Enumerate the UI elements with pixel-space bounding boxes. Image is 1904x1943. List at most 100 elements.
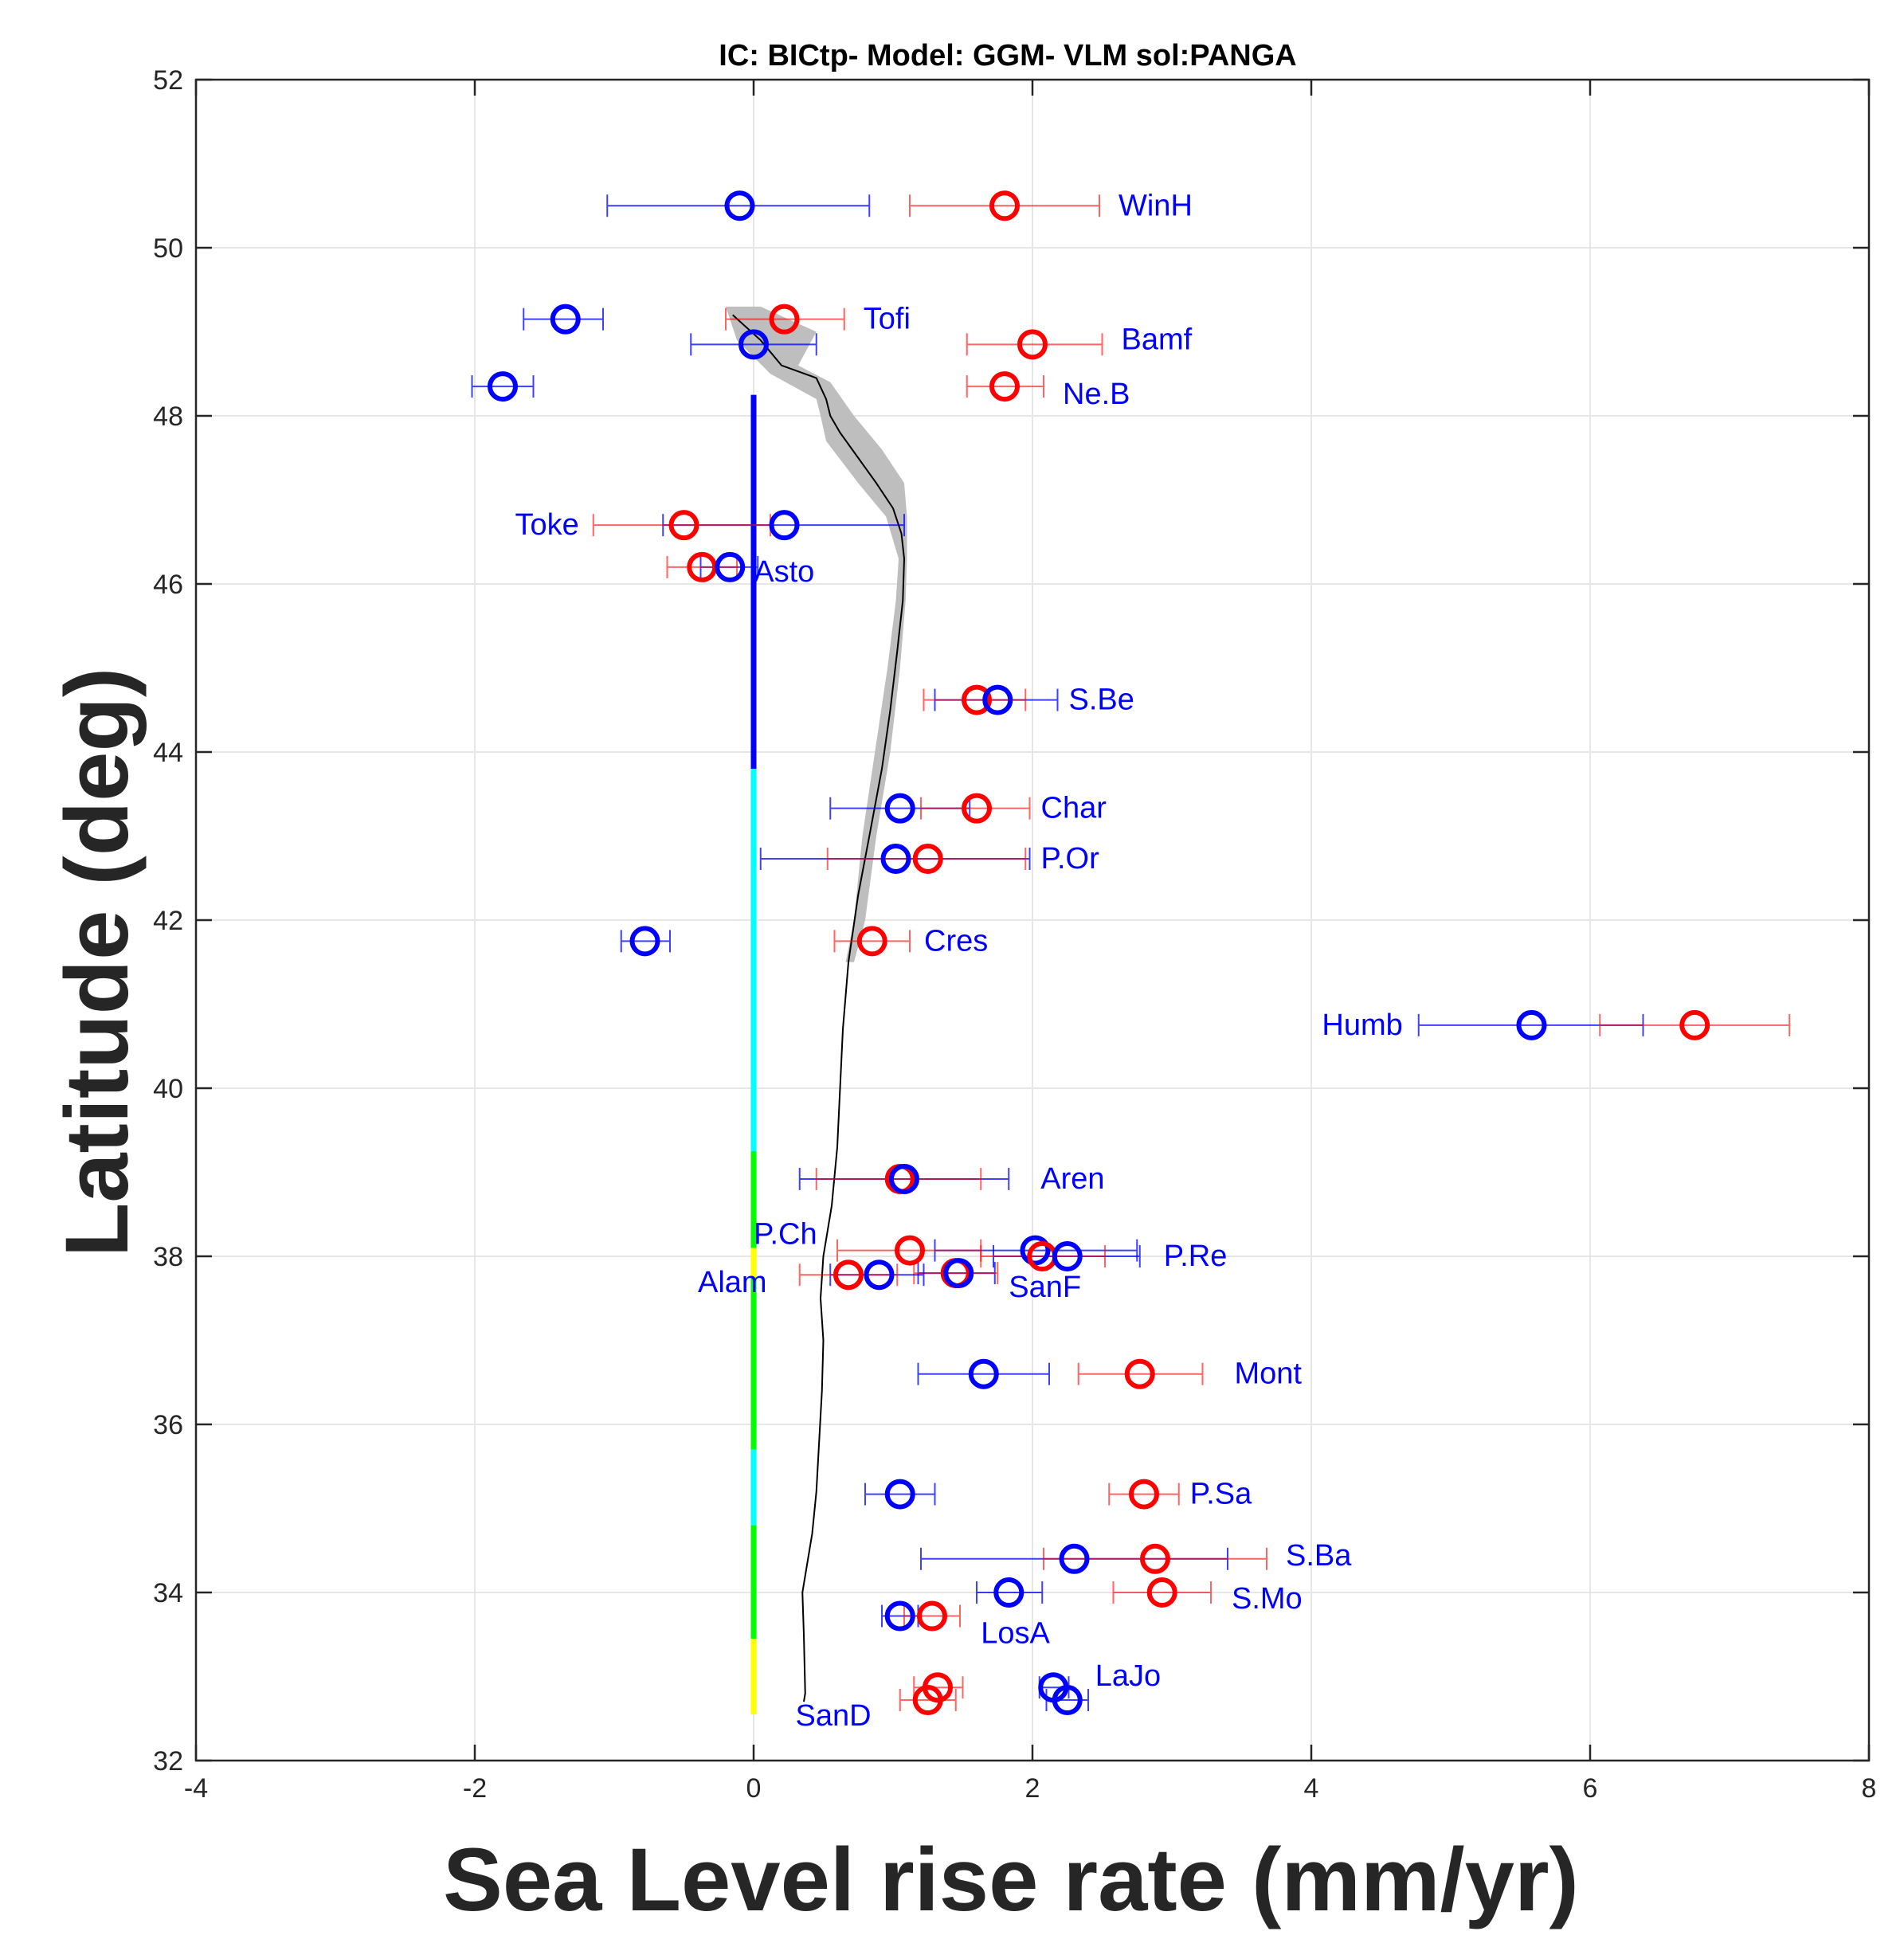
model-uncertainty-band: [726, 306, 907, 962]
station-pre-red-error-bar: [980, 1245, 1106, 1267]
station-smo-blue-marker: [993, 1577, 1024, 1608]
station-alam-red-error-bar: [798, 1263, 899, 1287]
station-winh-blue-error-bar: [606, 194, 871, 217]
station-losa-red-marker: [917, 1600, 947, 1632]
axes: [194, 78, 1871, 1762]
station-humb-red-error-bar: [1599, 1013, 1791, 1036]
station-sba-red-error-bar: [1043, 1547, 1267, 1570]
station-alam-blue-marker: [864, 1259, 895, 1291]
station-label-smo: S.Mo: [1232, 1582, 1303, 1616]
station-asto-red-error-bar: [666, 555, 738, 578]
station-cres-red-marker: [856, 926, 887, 957]
station-label-sand: SanD: [796, 1699, 872, 1733]
station-sbe-blue-marker: [982, 684, 1013, 715]
station-label-cres: Cres: [924, 924, 988, 958]
station-winh-red-error-bar: [909, 194, 1100, 217]
station-label-char: Char: [1041, 792, 1107, 825]
station-label-pre: P.Re: [1164, 1240, 1228, 1273]
station-label-layer: WinH Tofi Bamf Ne.B Toke Asto S.Be Char P.Or Cres…: [515, 189, 1402, 1733]
y-tick-label: 52: [153, 65, 183, 96]
x-tick-label: -4: [184, 1773, 208, 1804]
station-mont-red-marker: [1124, 1358, 1155, 1389]
station-psa-red-marker: [1129, 1479, 1159, 1510]
station-tofi-blue-error-bar: [523, 308, 604, 331]
station-sand-red-marker: [912, 1685, 943, 1716]
station-por-red-marker: [912, 843, 943, 874]
station-sanf-red-error-bar: [913, 1262, 999, 1285]
station-smo-red-error-bar: [1112, 1581, 1212, 1604]
station-cres-blue-error-bar: [620, 930, 671, 953]
station-neb-red-marker: [989, 371, 1020, 402]
error-bar-layer: [471, 194, 1791, 1712]
station-label-sba: S.Ba: [1286, 1539, 1352, 1573]
y-tick-label: 46: [153, 570, 183, 600]
station-sbe-red-marker: [962, 684, 992, 715]
station-neb-red-error-bar: [966, 375, 1044, 398]
chart-title: IC: BICtp- Model: GGM- VLM sol:PANGA: [719, 39, 1296, 72]
y-axis-label: Latitude (deg): [47, 668, 147, 1257]
station-sba-blue-marker: [1059, 1543, 1090, 1574]
station-pch-blue-marker: [1020, 1235, 1051, 1266]
station-sba-red-marker: [1140, 1543, 1170, 1574]
station-mont-red-error-bar: [1077, 1362, 1204, 1385]
station-label-humb: Humb: [1322, 1009, 1402, 1042]
station-label-sbe: S.Be: [1069, 684, 1134, 717]
y-tick-label: 44: [153, 738, 183, 768]
station-label-sanf: SanF: [1009, 1271, 1081, 1304]
model-line: [732, 314, 906, 1702]
station-char-blue-marker: [884, 793, 915, 824]
station-tofi-blue-marker: [550, 304, 581, 335]
station-neb-blue-marker: [488, 371, 518, 402]
station-alam-red-marker: [833, 1259, 864, 1291]
station-bamf-red-marker: [1017, 329, 1048, 360]
y-tick-label: 34: [153, 1578, 183, 1608]
station-label-asto: Asto: [754, 555, 814, 589]
station-sand-blue-marker: [1052, 1685, 1083, 1716]
station-tofi-red-marker: [769, 304, 800, 335]
x-axis-label: Sea Level rise rate (mm/yr): [443, 1830, 1579, 1929]
station-label-bamf: Bamf: [1122, 323, 1193, 356]
station-pre-blue-marker: [1052, 1241, 1083, 1271]
x-tick-label: 8: [1862, 1773, 1877, 1804]
station-smo-blue-error-bar: [976, 1581, 1044, 1604]
station-char-red-error-bar: [920, 797, 1031, 820]
station-mont-blue-error-bar: [917, 1362, 1050, 1385]
station-label-por: P.Or: [1041, 842, 1100, 876]
station-asto-blue-marker: [715, 551, 746, 582]
station-label-aren: Aren: [1040, 1162, 1104, 1196]
station-smo-red-marker: [1146, 1577, 1177, 1608]
y-tick-label: 38: [153, 1242, 183, 1272]
station-aren-red-error-bar: [815, 1167, 982, 1190]
station-label-psa: P.Sa: [1190, 1478, 1252, 1511]
station-tofi-red-error-bar: [725, 308, 845, 331]
y-tick-label: 50: [153, 233, 183, 264]
x-tick-label: 6: [1583, 1773, 1598, 1804]
station-mont-blue-marker: [968, 1358, 999, 1389]
station-label-winh: WinH: [1119, 189, 1193, 222]
station-label-mont: Mont: [1235, 1357, 1303, 1391]
station-neb-blue-error-bar: [471, 375, 535, 398]
station-psa-blue-error-bar: [864, 1483, 936, 1506]
model-band-layer: [726, 306, 907, 1702]
station-bamf-blue-error-bar: [690, 333, 817, 356]
station-toke-red-marker: [668, 510, 699, 541]
marker-layer: [488, 190, 1710, 1716]
y-tick-label: 48: [153, 402, 183, 432]
y-tick-label: 42: [153, 906, 183, 936]
station-bamf-blue-marker: [738, 329, 769, 360]
station-pch-red-marker: [895, 1235, 925, 1266]
station-label-losa: LosA: [981, 1617, 1050, 1651]
station-humb-blue-marker: [1516, 1009, 1547, 1040]
station-winh-red-marker: [989, 190, 1020, 221]
station-sand-red-error-bar: [899, 1689, 957, 1712]
station-toke-blue-marker: [769, 510, 800, 541]
station-aren-blue-marker: [889, 1163, 919, 1194]
x-tick-label: -2: [463, 1773, 487, 1804]
station-label-tofi: Tofi: [864, 303, 911, 336]
station-por-blue-marker: [880, 843, 911, 874]
station-cres-blue-marker: [629, 926, 660, 957]
station-label-pch: P.Ch: [754, 1218, 817, 1252]
